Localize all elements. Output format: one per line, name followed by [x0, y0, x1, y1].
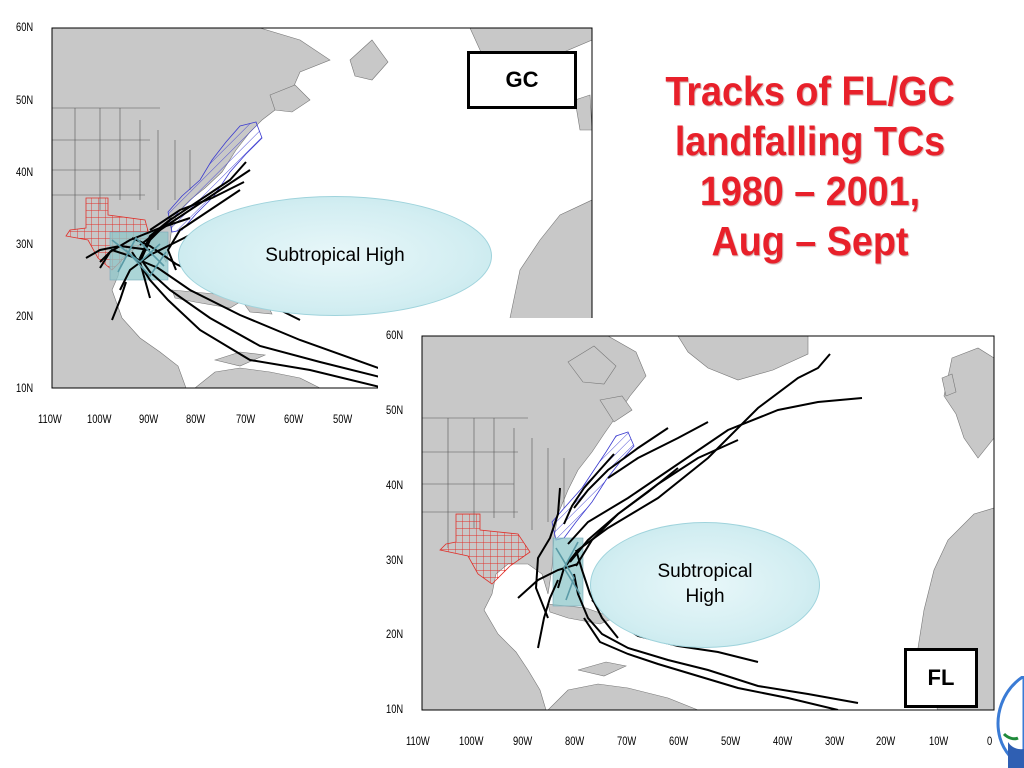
- gc-lon-label: 100W: [87, 412, 112, 426]
- fl-lat-label: 40N: [386, 478, 404, 492]
- gc-subtropical-high: Subtropical High: [178, 196, 492, 316]
- title-line: Aug – Sept: [711, 218, 909, 265]
- agency-logo-icon: [996, 676, 1024, 768]
- fl-lon-label: 60W: [669, 734, 689, 748]
- fl-lon-label: 70W: [617, 734, 637, 748]
- fl-lon-label: 0: [987, 734, 993, 748]
- gc-lat-label: 60N: [16, 20, 34, 34]
- gc-lat-label: 40N: [16, 165, 34, 179]
- gc-lat-label: 50N: [16, 93, 34, 107]
- gc-lat-label: 20N: [16, 309, 34, 323]
- fl-lon-label: 10W: [929, 734, 949, 748]
- fl-lat-label: 60N: [386, 328, 404, 342]
- fl-lat-label: 20N: [386, 627, 404, 641]
- fl-lat-label: 50N: [386, 403, 404, 417]
- gc-lat-label: 10N: [16, 381, 34, 395]
- south-america-land: [547, 683, 699, 710]
- fl-lon-label: 90W: [513, 734, 533, 748]
- gc-lon-label: 80W: [186, 412, 206, 426]
- cuba-land: [547, 603, 615, 625]
- fl-track-map: 60N 50N 40N 30N 20N 10N 110W 100W 90W 80…: [378, 318, 1000, 768]
- title-line: Tracks of FL/GC: [665, 68, 955, 114]
- fl-lon-label: 80W: [565, 734, 585, 748]
- fl-lat-label: 10N: [386, 702, 404, 716]
- fl-region-label: FL: [904, 648, 978, 708]
- slide-title: Tracks of FL/GC landfalling TCs 1980 – 2…: [626, 66, 994, 266]
- fl-lon-label: 50W: [721, 734, 741, 748]
- gc-lon-label: 60W: [284, 412, 304, 426]
- fl-lon-label: 100W: [459, 734, 484, 748]
- europe-land: [943, 347, 994, 459]
- gc-landfall-box: [109, 231, 169, 281]
- gc-region-label: GC: [467, 51, 577, 109]
- fl-lon-label: 20W: [876, 734, 896, 748]
- fl-lon-label: 30W: [825, 734, 845, 748]
- gc-lon-label: 110W: [38, 412, 62, 426]
- fl-texas-hatch: [439, 513, 531, 585]
- gc-box-tracks: [111, 236, 167, 278]
- gc-lon-label: 90W: [139, 412, 159, 426]
- fl-subtropical-high: Subtropical High: [590, 522, 820, 648]
- title-line: 1980 – 2001,: [699, 168, 921, 215]
- fl-lon-label: 40W: [773, 734, 793, 748]
- fl-lon-label: 110W: [406, 734, 430, 748]
- gc-lat-label: 30N: [16, 237, 34, 251]
- title-line: landfalling TCs: [674, 118, 946, 165]
- fl-lat-label: 30N: [386, 553, 404, 567]
- south-america-land: [194, 367, 321, 388]
- greenland-land: [677, 336, 809, 381]
- gc-lon-label: 50W: [333, 412, 353, 426]
- gc-lon-label: 70W: [236, 412, 256, 426]
- fl-box-tracks: [555, 541, 581, 601]
